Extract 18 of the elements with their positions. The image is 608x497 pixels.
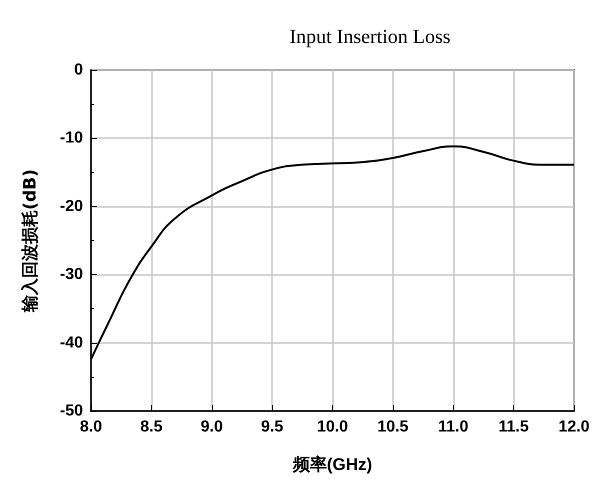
x-tick-label: 8.5 (140, 418, 163, 436)
x-tick-label: 8.0 (80, 418, 102, 436)
y-tick-label: -10 (60, 130, 84, 147)
x-tick-label: 10.0 (316, 418, 348, 436)
x-tick-label: 9.5 (261, 418, 284, 436)
y-tick-label: 0 (74, 62, 84, 78)
x-tick-label: 11.0 (438, 418, 468, 436)
y-axis-title: 输入回波损耗(dB) (20, 169, 40, 313)
y-tick-label: -40 (60, 334, 84, 352)
x-axis-title: 频率(GHz) (292, 455, 372, 474)
y-tick-label: -50 (60, 402, 84, 420)
x-tick-label: 9.0 (200, 418, 223, 436)
x-tick-label: 10.5 (377, 418, 409, 436)
y-tick-label: -30 (60, 266, 84, 284)
x-tick-label: 11.5 (498, 418, 529, 436)
chart-title: Input Insertion Loss (289, 26, 451, 48)
y-tick-label: -20 (60, 198, 84, 215)
x-tick-label: 12.0 (558, 418, 590, 436)
